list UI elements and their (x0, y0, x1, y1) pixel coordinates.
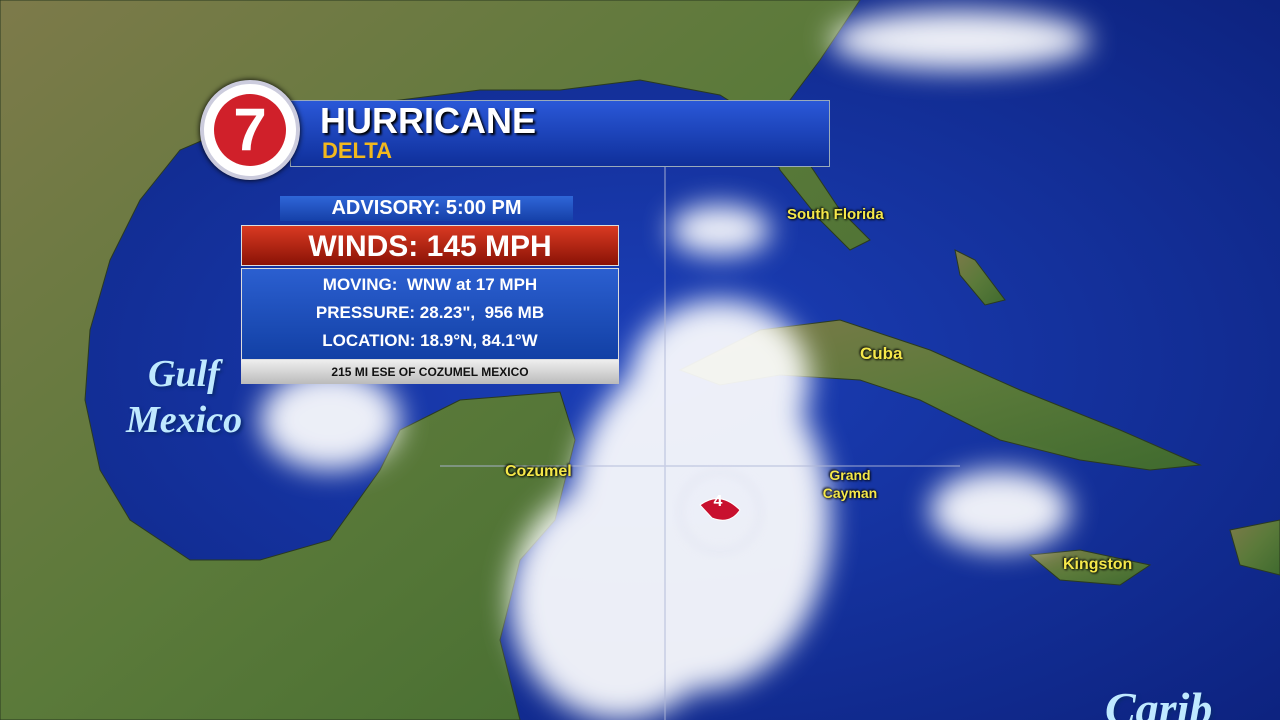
header-bar (290, 100, 830, 167)
storm-category: 4 (714, 493, 723, 510)
cuba-label: Cuba (860, 344, 903, 363)
advisory-pressure: PRESSURE: 28.23", 956 MB (315, 303, 545, 322)
cozumel-label: Cozumel (505, 463, 572, 480)
grid (440, 160, 960, 720)
advisory-reference: 215 MI ESE OF COZUMEL MEXICO (241, 360, 619, 384)
eye-wall (678, 470, 762, 554)
clouds (260, 10, 1090, 720)
advisory-panel (241, 268, 619, 360)
advisory-winds: WINDS: 145 MPH (241, 225, 619, 266)
south-florida-label: South Florida (787, 206, 884, 223)
mexico-label: Mexico (126, 399, 243, 441)
logo: 7 (200, 80, 300, 180)
hurricane-icon (699, 498, 741, 521)
kingston-label: Kingston (1063, 556, 1133, 573)
advisory-location: LOCATION: 18.9°N, 84.1°W (322, 331, 538, 350)
grand-cayman-label: Grand Cayman (822, 467, 878, 501)
caribbean-label: Carib (1105, 683, 1213, 720)
advisory-time: ADVISORY: 5:00 PM (280, 196, 573, 221)
subtitle: DELTA (322, 138, 393, 163)
gulf-label: Gulf (148, 353, 220, 395)
logo-number: 7 (214, 94, 286, 166)
title: HURRICANE (320, 100, 536, 141)
advisory-moving: MOVING: WNW at 17 MPH (322, 275, 538, 294)
